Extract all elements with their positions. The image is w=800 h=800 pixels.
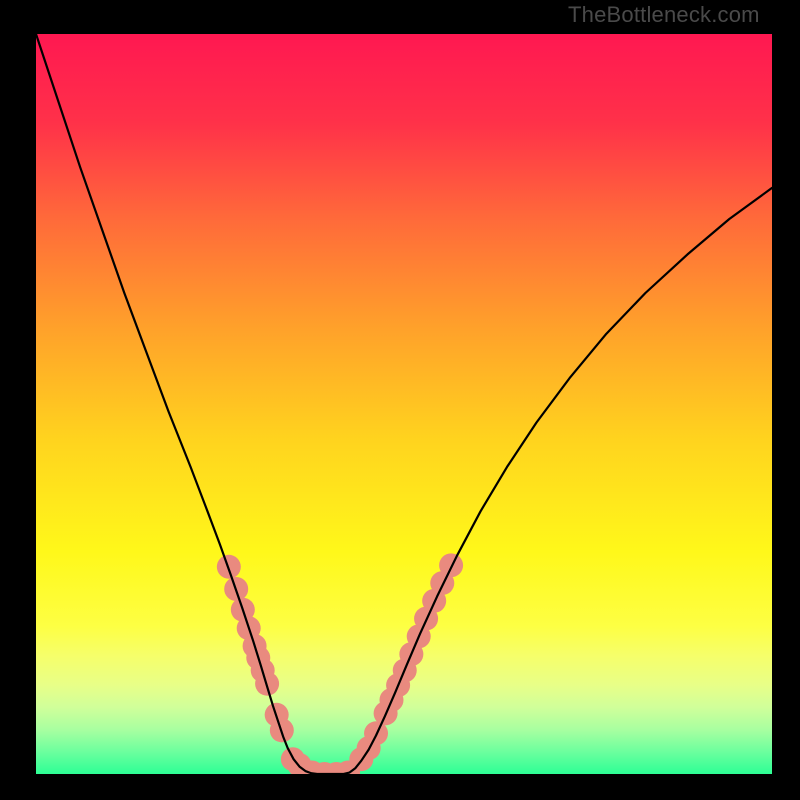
watermark-text: TheBottleneck.com bbox=[568, 2, 760, 28]
plot-area bbox=[36, 34, 772, 774]
chart-stage: TheBottleneck.com bbox=[0, 0, 800, 800]
plot-svg bbox=[36, 34, 772, 774]
